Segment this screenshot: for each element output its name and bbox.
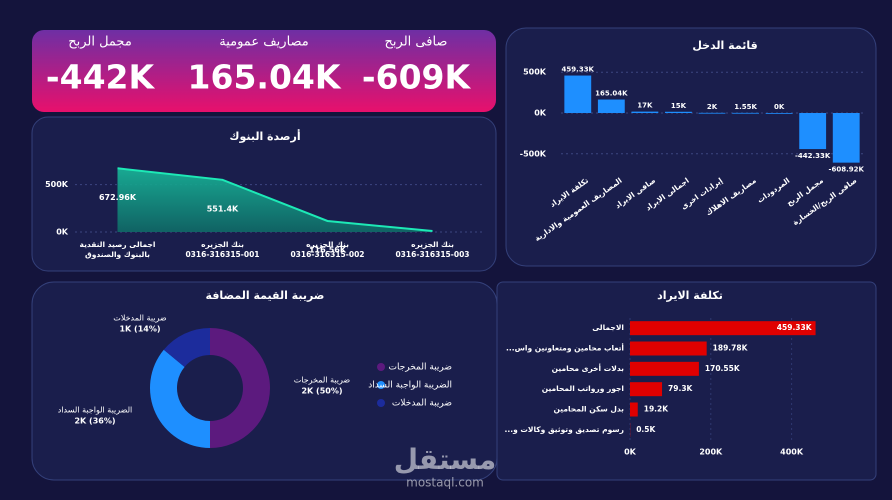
kpi-label: مصاريف عمومية (219, 35, 309, 50)
label-box: بنك الجزيره 0316-316315-002 (290, 240, 365, 259)
data-label: 459.33K (777, 323, 813, 332)
data-label: 459.33K (562, 66, 595, 74)
data-label: 0K (774, 103, 785, 111)
legend-swatch (377, 399, 385, 407)
bar (630, 382, 663, 397)
data-label: 165.04K (595, 90, 628, 98)
y-tick-label: 500K (523, 68, 547, 77)
label-box: اجمالى رصيد النقدية بالبنوك والصندوق (79, 240, 156, 259)
legend-label: ضريبة المدخلات (392, 399, 452, 409)
slice-value: 2K (50%) (301, 387, 342, 396)
chart-title: تكلفة الايراد (657, 289, 723, 302)
watermark-brand: مستقل (394, 443, 496, 476)
bar (630, 361, 699, 376)
line (117, 167, 433, 233)
kpi-label: صافى الربح (385, 35, 448, 50)
data-label: 116.56K (309, 245, 347, 254)
bar (698, 112, 726, 114)
kpi-label: مجمل الربح (68, 35, 132, 50)
bar (631, 111, 659, 113)
slice-value: 2K (36%) (74, 417, 115, 426)
kpi-card (32, 30, 496, 112)
area (117, 168, 433, 232)
y-tick-label: اجور ورواتب المحامين (542, 384, 624, 393)
slice-label: ضريبة المخرجات (294, 376, 351, 385)
donut-slice (163, 328, 210, 367)
legend-swatch (377, 363, 385, 371)
data-label: -608.92K (829, 166, 865, 174)
data-label: 2K (707, 103, 718, 111)
slice-value: 1K (14%) (119, 325, 160, 334)
watermark-site: mostaql.com (406, 476, 484, 490)
bar (665, 111, 692, 113)
bar (597, 99, 625, 113)
y-tick-label: 500K (45, 180, 69, 189)
x-tick-label: 200K (699, 448, 723, 457)
data-label: 15K (671, 102, 687, 110)
x-tick-label: 400K (780, 448, 804, 457)
donut-slice (210, 328, 270, 448)
bar (630, 341, 707, 356)
bar (630, 402, 638, 417)
bar (799, 113, 827, 150)
data-label: 79.3K (668, 384, 694, 393)
data-label: 0.5K (636, 425, 656, 434)
chart-title: ضريبة القيمة المضافة (206, 289, 325, 302)
bar (630, 321, 816, 336)
donut-slice (149, 349, 210, 448)
legend-swatch (377, 381, 385, 389)
y-tick-label: رسوم تصديق وتوثيق وكالات و... (505, 425, 624, 434)
data-label: 551.4K (207, 204, 239, 213)
slice-label: الضريبة الواجبة السداد (58, 406, 132, 415)
legend-label: الضريبة الواجبة السداد (368, 381, 452, 391)
x-tick-label: بنك الجزيره 0316-316315-002 (290, 240, 365, 259)
y-tick-label: الاجمالى (592, 323, 624, 332)
kpi-value: -609K (362, 58, 472, 97)
y-tick-label: بدلات أخرى محامين (552, 363, 625, 373)
data-label: 672.96K (99, 193, 137, 202)
y-tick-label: -500K (520, 149, 547, 158)
y-tick-label: بدل سكن المحامين (554, 405, 625, 414)
chart-title: أرصدة البنوك (229, 129, 300, 143)
label-box: بنك الجزيره 0316-316315-003 (395, 240, 470, 259)
bar (732, 112, 759, 114)
x-tick-label: اجمالى رصيد النقدية بالبنوك والصندوق (79, 240, 156, 259)
kpi-value: 165.04K (188, 58, 342, 97)
y-tick-label: 0K (56, 228, 69, 237)
x-tick-label: بنك الجزيره 0316-316315-001 (185, 240, 260, 259)
data-label: -442.33K (795, 152, 831, 160)
data-label: 189.78K (713, 344, 749, 353)
y-tick-label: 0K (534, 109, 547, 118)
x-tick-label: بنك الجزيره 0316-316315-003 (395, 240, 470, 259)
slice-label: ضريبة المدخلات (113, 314, 167, 323)
panel (505, 27, 877, 267)
kpi-value: -442K (46, 58, 156, 97)
x-tick-label: 0K (624, 448, 637, 457)
bar (564, 75, 592, 113)
data-label: 170.55K (705, 364, 741, 373)
panel (496, 281, 877, 481)
data-label: 17K (637, 102, 653, 110)
data-label: 1.55K (734, 103, 757, 111)
bar (765, 113, 793, 114)
chart-title: قائمة الدخل (692, 39, 757, 52)
label-box: بنك الجزيره 0316-316315-001 (185, 240, 260, 259)
y-tick-label: أتعاب محامين ومتعاونين واس... (506, 343, 624, 353)
bar (832, 113, 860, 163)
legend-label: ضريبة المخرجات (388, 363, 452, 373)
data-label: 19.2K (644, 405, 670, 414)
